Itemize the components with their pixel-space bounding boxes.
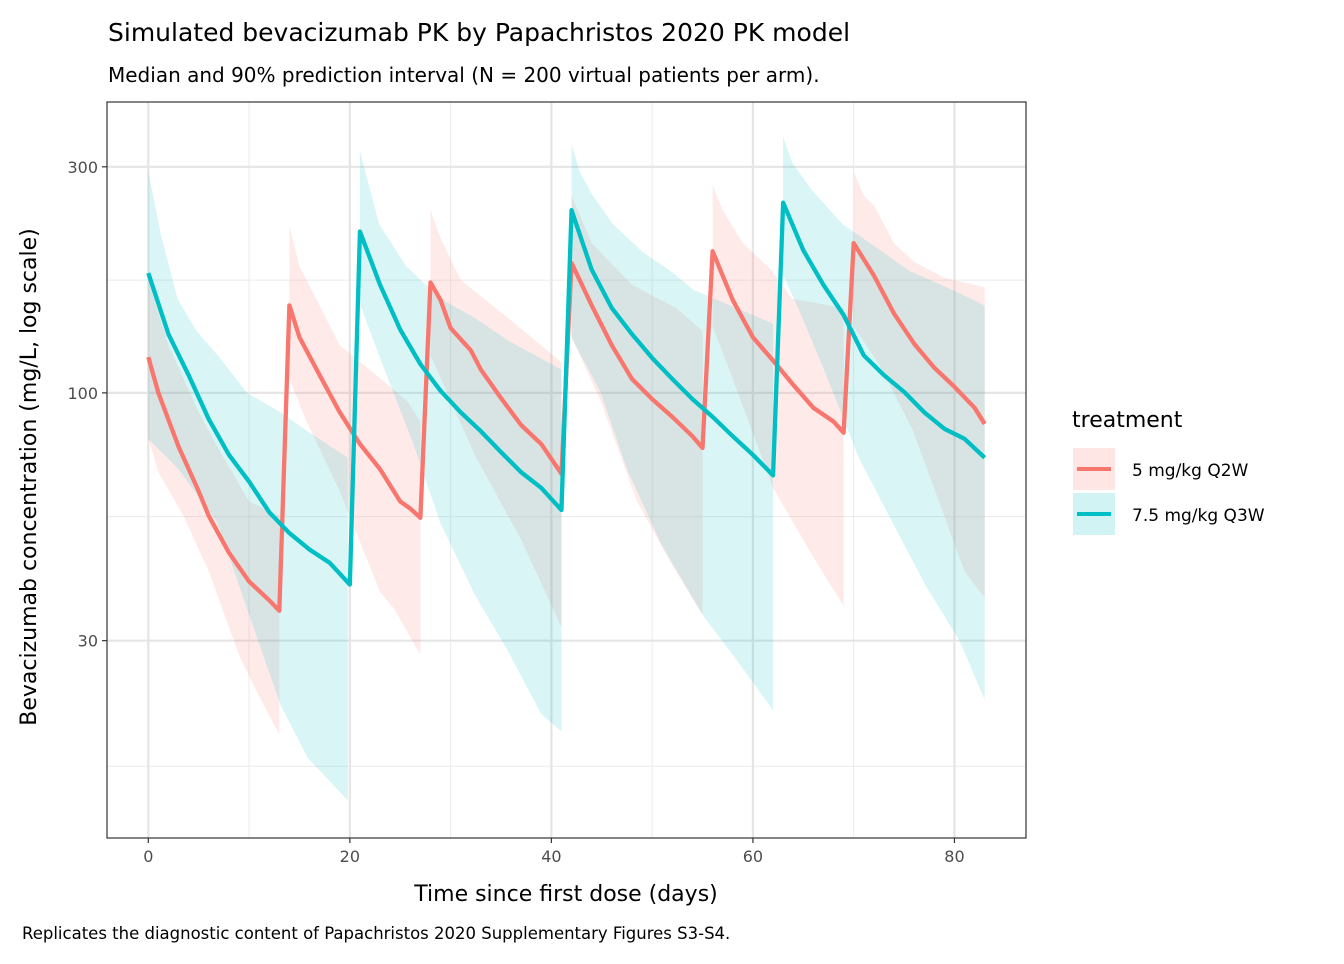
legend-key-7.5mgkg: 7.5 mg/kg Q3W [1073, 493, 1265, 535]
legend-title: treatment [1072, 408, 1183, 433]
legend: treatment 5 mg/kg Q2W 7.5 mg/kg Q3W [1072, 408, 1265, 535]
median-line-cyan [146, 200, 987, 587]
ribbon-red [430, 210, 562, 628]
ribbon-red [853, 171, 985, 598]
prediction-intervals [148, 136, 985, 801]
ribbon-cyan [571, 144, 774, 711]
ribbon-red [571, 195, 703, 615]
gridlines [107, 102, 1026, 838]
median-lines [146, 200, 987, 613]
median-line-red [146, 241, 987, 613]
legend-label-5mgkg: 5 mg/kg Q2W [1132, 461, 1249, 481]
x-tick-label: 60 [743, 847, 763, 866]
y-tick-label: 300 [67, 158, 98, 177]
ribbon-red [148, 280, 280, 735]
chart-caption: Replicates the diagnostic content of Pap… [22, 924, 730, 943]
y-axis-title: Bevacizumab concentration (mg/L, log sca… [17, 228, 42, 726]
ribbon-cyan [359, 150, 562, 732]
y-axis-ticks: 30 100 300 [67, 158, 107, 651]
x-tick-label: 80 [944, 847, 964, 866]
x-axis-ticks: 0 20 40 60 80 [143, 838, 965, 866]
legend-label-7.5mgkg: 7.5 mg/kg Q3W [1132, 506, 1265, 526]
y-tick-label: 100 [67, 384, 98, 403]
legend-key-5mgkg: 5 mg/kg Q2W [1073, 448, 1249, 490]
x-tick-label: 20 [340, 847, 360, 866]
x-axis-title: Time since first dose (days) [413, 882, 717, 907]
x-tick-label: 0 [143, 847, 153, 866]
ribbon-cyan [783, 136, 985, 700]
x-tick-label: 40 [541, 847, 561, 866]
chart-title: Simulated bevacizumab PK by Papachristos… [108, 18, 850, 47]
plot-panel [107, 102, 1026, 838]
y-tick-label: 30 [78, 632, 98, 651]
chart-subtitle: Median and 90% prediction interval (N = … [108, 63, 820, 87]
panel-border [106, 101, 1027, 839]
ribbon-cyan [148, 171, 348, 801]
